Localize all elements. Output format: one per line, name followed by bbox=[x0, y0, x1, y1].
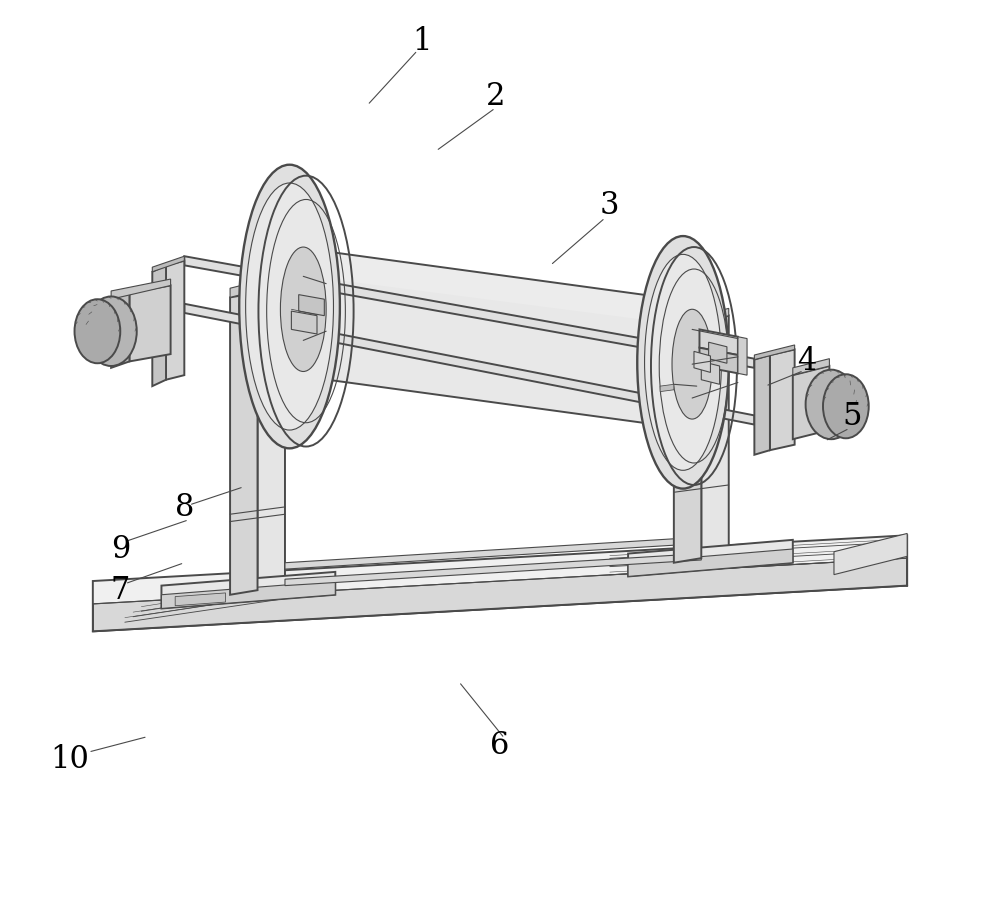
Polygon shape bbox=[93, 535, 907, 631]
Polygon shape bbox=[111, 279, 171, 299]
Polygon shape bbox=[152, 256, 184, 272]
Text: 9: 9 bbox=[111, 533, 130, 565]
Ellipse shape bbox=[645, 254, 721, 470]
Text: 2: 2 bbox=[486, 81, 505, 112]
Text: 6: 6 bbox=[490, 730, 510, 761]
Polygon shape bbox=[184, 304, 754, 425]
Polygon shape bbox=[660, 384, 674, 392]
Polygon shape bbox=[628, 549, 793, 576]
Polygon shape bbox=[152, 265, 166, 386]
Text: 1: 1 bbox=[412, 26, 432, 57]
Polygon shape bbox=[701, 316, 729, 558]
Text: 5: 5 bbox=[843, 401, 862, 432]
Text: 8: 8 bbox=[175, 492, 194, 523]
Polygon shape bbox=[793, 359, 829, 375]
Polygon shape bbox=[285, 554, 701, 586]
Polygon shape bbox=[129, 285, 171, 361]
Polygon shape bbox=[285, 328, 701, 388]
Polygon shape bbox=[628, 540, 793, 576]
Ellipse shape bbox=[672, 309, 712, 419]
Polygon shape bbox=[175, 593, 226, 606]
Polygon shape bbox=[699, 348, 738, 373]
Text: 7: 7 bbox=[111, 575, 130, 606]
Polygon shape bbox=[161, 581, 335, 608]
Ellipse shape bbox=[657, 298, 709, 430]
Polygon shape bbox=[285, 537, 701, 569]
Polygon shape bbox=[93, 558, 907, 631]
Ellipse shape bbox=[806, 370, 857, 439]
Ellipse shape bbox=[280, 247, 326, 371]
Polygon shape bbox=[294, 247, 683, 325]
Ellipse shape bbox=[239, 165, 340, 448]
Ellipse shape bbox=[75, 299, 120, 363]
Ellipse shape bbox=[86, 296, 137, 366]
Polygon shape bbox=[754, 345, 795, 360]
Polygon shape bbox=[161, 572, 335, 608]
Text: 10: 10 bbox=[51, 744, 89, 775]
Polygon shape bbox=[674, 325, 701, 563]
Text: 4: 4 bbox=[797, 346, 816, 377]
Polygon shape bbox=[709, 342, 727, 363]
Polygon shape bbox=[699, 329, 738, 355]
Polygon shape bbox=[834, 533, 907, 575]
Ellipse shape bbox=[823, 374, 869, 438]
Polygon shape bbox=[230, 274, 285, 297]
Polygon shape bbox=[230, 293, 258, 595]
Polygon shape bbox=[294, 247, 683, 428]
Ellipse shape bbox=[637, 236, 729, 489]
Text: 3: 3 bbox=[600, 190, 620, 221]
Polygon shape bbox=[694, 351, 710, 372]
Polygon shape bbox=[738, 337, 747, 375]
Polygon shape bbox=[184, 256, 754, 368]
Polygon shape bbox=[166, 261, 184, 380]
Polygon shape bbox=[291, 311, 317, 334]
Polygon shape bbox=[285, 282, 701, 331]
Ellipse shape bbox=[269, 245, 320, 377]
Polygon shape bbox=[111, 293, 129, 368]
Ellipse shape bbox=[246, 183, 333, 430]
Polygon shape bbox=[258, 284, 285, 590]
Polygon shape bbox=[701, 361, 720, 384]
Polygon shape bbox=[674, 308, 729, 329]
Polygon shape bbox=[754, 355, 770, 455]
Polygon shape bbox=[299, 295, 324, 316]
Polygon shape bbox=[770, 350, 795, 450]
Polygon shape bbox=[793, 366, 829, 439]
